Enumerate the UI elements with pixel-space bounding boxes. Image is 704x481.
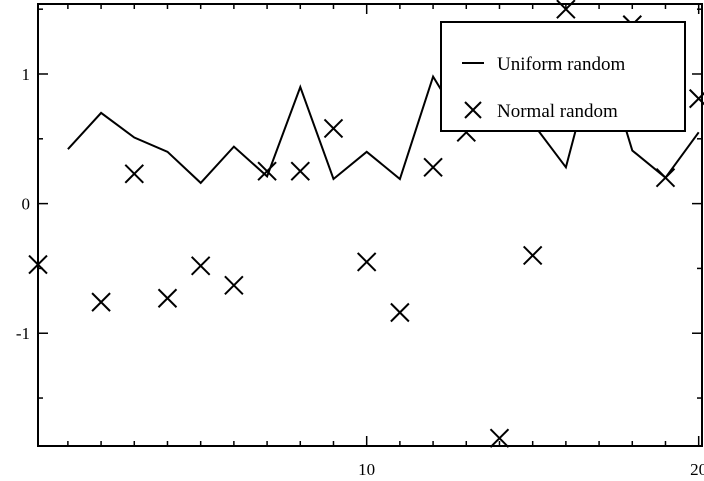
data-point-normal — [28, 254, 48, 275]
ticks — [38, 4, 702, 446]
data-point-stroke — [290, 161, 310, 181]
data-point-normal — [423, 157, 443, 178]
data-point-normal — [91, 292, 111, 312]
data-point-stroke — [688, 91, 704, 109]
y-tick-label: 0 — [22, 195, 31, 214]
data-point-normal — [356, 252, 377, 272]
data-point-stroke — [157, 288, 178, 308]
data-point-normal — [257, 161, 277, 181]
data-point-normal — [190, 256, 211, 276]
data-point-stroke — [91, 292, 111, 312]
data-point-normal — [290, 161, 310, 181]
x-tick-label: 20 — [690, 460, 704, 479]
data-point-normal — [390, 302, 410, 323]
data-point-stroke — [522, 245, 543, 266]
data-point-normal — [489, 428, 510, 448]
axes-frame — [37, 3, 703, 447]
data-point-normal — [556, 0, 576, 19]
data-point-normal — [157, 288, 178, 308]
data-point-stroke — [190, 256, 211, 276]
legend-label-normal: Normal random — [497, 101, 618, 122]
legend-label-uniform: Uniform random — [497, 54, 625, 75]
plot-frame — [37, 3, 703, 447]
legend-x-marker — [464, 101, 482, 119]
data-point-normal — [688, 88, 704, 109]
y-tick-label: 1 — [22, 65, 31, 84]
data-point-stroke — [390, 302, 410, 323]
data-point-stroke — [224, 275, 244, 295]
y-tick-label: -1 — [16, 324, 30, 343]
data-point-stroke — [423, 157, 443, 178]
data-point-normal — [522, 245, 543, 266]
data-point-stroke — [28, 254, 48, 275]
data-point-stroke — [655, 167, 676, 188]
legend: Uniform random Normal random — [440, 21, 686, 132]
data-point-normal — [655, 167, 676, 188]
legend-box — [440, 21, 686, 132]
data-point-stroke — [124, 164, 144, 184]
data-point-normal — [124, 164, 144, 184]
data-point-stroke — [323, 118, 344, 139]
data-point-stroke — [556, 0, 576, 19]
x-tick-label: 10 — [358, 460, 375, 479]
data-point-normal — [323, 118, 344, 139]
data-point-normal — [224, 275, 244, 295]
data-point-stroke — [489, 428, 510, 448]
data-point-stroke — [257, 161, 277, 181]
data-point-stroke — [356, 252, 377, 272]
